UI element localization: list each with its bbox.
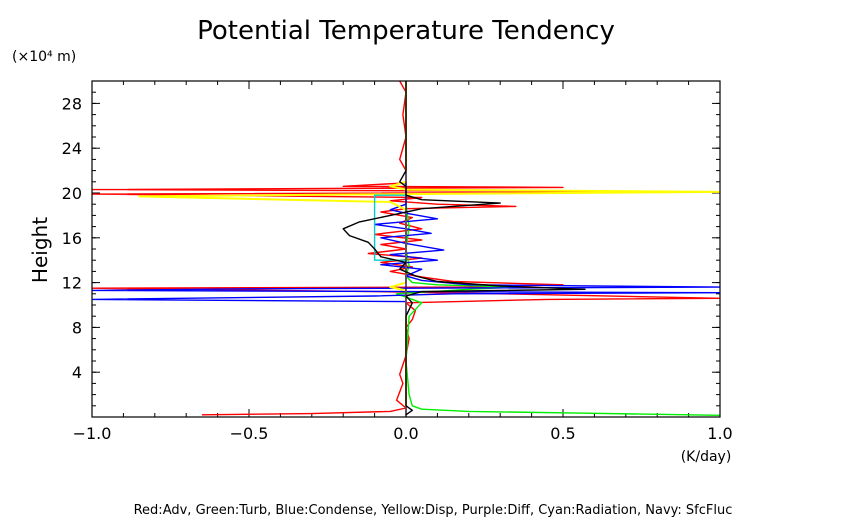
series-line-turb xyxy=(395,81,720,416)
x-tick-label: 1.0 xyxy=(707,424,732,443)
y-unit-label: (×10⁴ m) xyxy=(12,49,76,65)
y-tick-label: 12 xyxy=(62,274,82,293)
y-tick-label: 28 xyxy=(62,94,82,113)
series-line-radiation xyxy=(373,194,406,261)
legend-footer: Red:Adv, Green:Turb, Blue:Condense, Yell… xyxy=(134,503,733,518)
y-tick-label: 8 xyxy=(72,318,82,337)
series-line-total xyxy=(342,81,586,416)
axis-ticks: −1.0 −0.5 0.0 0.5 1.0 4 8 12 16 20 24 28 xyxy=(62,80,733,443)
x-tick-label: 0.5 xyxy=(550,424,575,443)
series-line-disp xyxy=(138,81,720,417)
y-tick-label: 20 xyxy=(62,184,82,203)
x-unit-label: (K/day) xyxy=(681,449,732,465)
x-tick-label: −1.0 xyxy=(73,424,112,443)
y-tick-label: 24 xyxy=(62,139,82,158)
y-tick-label: 16 xyxy=(62,229,82,248)
series-group xyxy=(92,81,720,417)
x-tick-label: 0.0 xyxy=(393,424,418,443)
y-axis-label: Height xyxy=(28,217,52,283)
y-tick-label: 4 xyxy=(72,363,82,382)
x-tick-label: −0.5 xyxy=(230,424,269,443)
plot-frame xyxy=(91,80,721,418)
chart-title: Potential Temperature Tendency xyxy=(197,16,615,46)
